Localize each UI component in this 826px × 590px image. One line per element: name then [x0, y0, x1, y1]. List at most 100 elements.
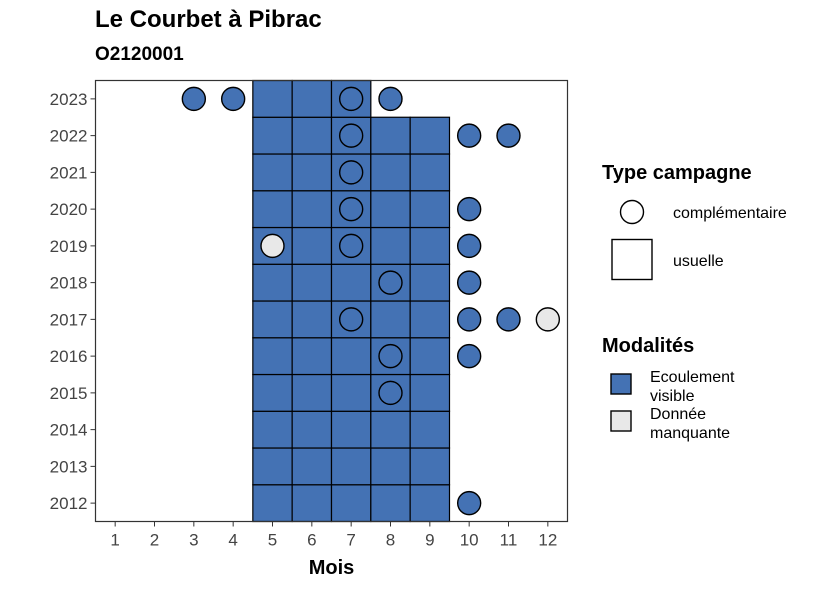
x-tick-label: 9: [425, 531, 434, 550]
cell-circle: [379, 271, 402, 294]
cell-circle: [379, 345, 402, 368]
cell-circle: [458, 492, 481, 515]
legend-title-modalites: Modalités: [602, 335, 694, 357]
cell-square: [292, 228, 331, 265]
cell-circle: [182, 87, 205, 110]
y-tick-label: 2015: [50, 384, 88, 403]
cell-square: [410, 264, 449, 301]
cell-circle: [340, 308, 363, 331]
cell-square: [253, 375, 292, 412]
cell-square: [332, 485, 371, 522]
cell-circle: [379, 87, 402, 110]
x-tick-label: 5: [268, 531, 277, 550]
cell-square: [371, 228, 410, 265]
cell-square: [253, 338, 292, 375]
y-tick-label: 2020: [50, 200, 88, 219]
cell-square: [410, 485, 449, 522]
legend-key-circle: [621, 201, 644, 224]
x-tick-label: 11: [500, 531, 518, 550]
y-tick-label: 2018: [50, 274, 88, 293]
legend-label: Ecoulement: [650, 369, 735, 386]
cell-square: [332, 411, 371, 448]
cell-square: [371, 485, 410, 522]
cell-circle: [458, 124, 481, 147]
cell-square: [292, 301, 331, 338]
cell-circle: [340, 161, 363, 184]
cell-square: [292, 191, 331, 228]
cell-circle: [458, 308, 481, 331]
cell-square: [253, 448, 292, 485]
cell-square: [292, 485, 331, 522]
legend-key-square: [612, 240, 652, 280]
cell-square: [332, 264, 371, 301]
cell-circle: [458, 345, 481, 368]
x-tick-label: 8: [386, 531, 395, 550]
x-tick-label: 12: [538, 531, 557, 550]
cell-circle: [222, 87, 245, 110]
cell-circle: [458, 271, 481, 294]
cell-square: [332, 338, 371, 375]
x-tick-label: 6: [307, 531, 316, 550]
cell-square: [410, 375, 449, 412]
cell-square: [292, 264, 331, 301]
y-tick-label: 2017: [50, 310, 88, 329]
cell-square: [292, 81, 331, 118]
cell-circle: [536, 308, 559, 331]
y-tick-label: 2023: [50, 90, 88, 109]
y-tick-label: 2012: [50, 494, 88, 513]
cell-square: [253, 117, 292, 154]
cell-square: [410, 191, 449, 228]
cell-circle: [340, 198, 363, 221]
cell-square: [253, 264, 292, 301]
cell-square: [332, 448, 371, 485]
cell-circle: [340, 87, 363, 110]
cell-square: [253, 301, 292, 338]
cell-square: [253, 485, 292, 522]
legend-key-swatch: [611, 411, 631, 431]
cell-circle: [261, 234, 284, 257]
legend-label: usuelle: [673, 253, 724, 270]
cell-square: [410, 301, 449, 338]
cell-square: [253, 411, 292, 448]
cell-square: [410, 228, 449, 265]
y-tick-label: 2014: [50, 421, 88, 440]
legend-key-swatch: [611, 374, 631, 394]
cell-square: [292, 375, 331, 412]
x-tick-label: 4: [228, 531, 237, 550]
x-axis: 1 2 3 4 5 6 7 8 9 10 11 12: [110, 522, 557, 550]
cell-square: [332, 375, 371, 412]
chart-marks: [182, 81, 559, 522]
cell-circle: [497, 124, 520, 147]
cell-square: [292, 411, 331, 448]
x-tick-label: 2: [150, 531, 159, 550]
cell-square: [253, 191, 292, 228]
legend-label: Donnée: [650, 406, 706, 423]
x-tick-label: 3: [189, 531, 198, 550]
cell-square: [371, 448, 410, 485]
cell-square: [253, 81, 292, 118]
y-tick-label: 2013: [50, 457, 88, 476]
y-tick-label: 2021: [50, 163, 88, 182]
y-axis: 2012 2013 2014 2015 2016 2017 2018 2019 2020 2021…: [50, 90, 96, 513]
cell-square: [410, 338, 449, 375]
cell-square: [371, 301, 410, 338]
cell-circle: [458, 198, 481, 221]
cell-circle: [340, 124, 363, 147]
legend-label: manquante: [650, 425, 730, 442]
legend-title-type: Type campagne: [602, 162, 752, 184]
x-tick-label: 7: [346, 531, 355, 550]
x-axis-title: Mois: [309, 557, 355, 579]
cell-circle: [379, 381, 402, 404]
y-tick-label: 2016: [50, 347, 88, 366]
cell-circle: [497, 308, 520, 331]
cell-square: [410, 411, 449, 448]
cell-square: [371, 117, 410, 154]
x-tick-label: 1: [110, 531, 119, 550]
cell-circle: [340, 234, 363, 257]
cell-square: [292, 117, 331, 154]
legend-label: complémentaire: [673, 205, 787, 222]
cell-square: [371, 191, 410, 228]
y-tick-label: 2019: [50, 237, 88, 256]
cell-square: [371, 154, 410, 191]
